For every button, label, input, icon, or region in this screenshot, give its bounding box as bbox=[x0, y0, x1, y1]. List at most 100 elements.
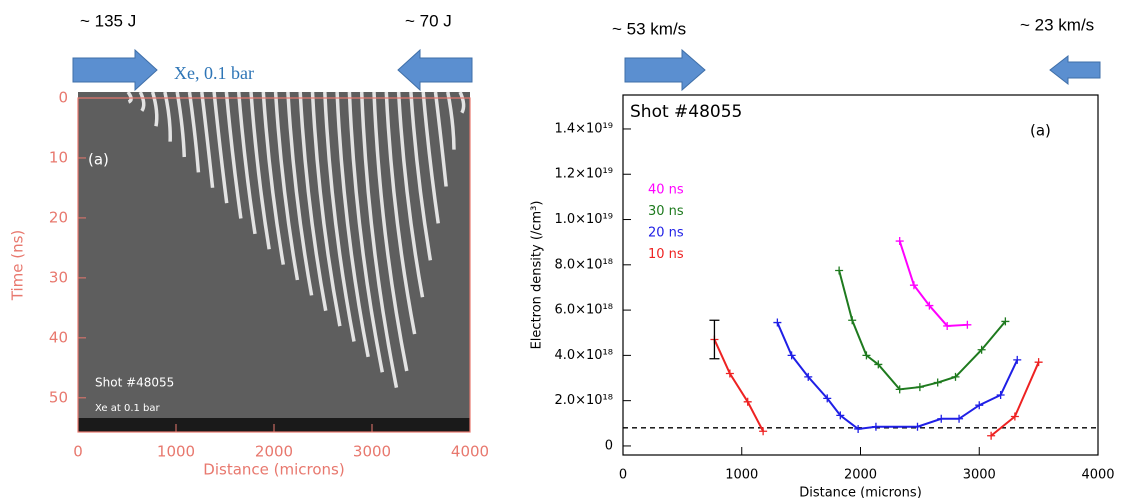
error-bar bbox=[709, 319, 720, 360]
point-marker bbox=[937, 414, 946, 423]
point-marker bbox=[963, 320, 972, 329]
x-tick-label: 3000 bbox=[353, 443, 391, 461]
point-marker bbox=[951, 372, 960, 381]
fringe bbox=[273, 91, 300, 281]
fringe bbox=[347, 91, 385, 373]
fringe bbox=[200, 91, 215, 188]
legend-entry: 40 ns bbox=[648, 183, 684, 198]
point-marker bbox=[996, 391, 1005, 399]
point-marker bbox=[915, 383, 924, 392]
fringe bbox=[433, 91, 448, 187]
y-tick-label: 0 bbox=[58, 89, 68, 107]
point-marker bbox=[943, 321, 952, 330]
x-tick-label: 3000 bbox=[963, 468, 996, 483]
legend-entry: 20 ns bbox=[648, 226, 684, 241]
plot-frame bbox=[622, 94, 1099, 456]
fringe bbox=[187, 91, 201, 173]
arrow bbox=[72, 48, 158, 92]
fringe bbox=[261, 91, 286, 265]
fringe bbox=[298, 91, 328, 312]
series-line bbox=[838, 270, 1007, 391]
point-marker bbox=[925, 301, 934, 310]
fringe bbox=[236, 91, 257, 235]
point-marker bbox=[725, 369, 734, 378]
y-tick-label: 50 bbox=[49, 388, 68, 406]
point-marker bbox=[743, 397, 752, 406]
fringe bbox=[212, 91, 229, 204]
point-marker bbox=[854, 424, 863, 433]
fringe bbox=[249, 91, 271, 250]
fringe bbox=[323, 91, 356, 342]
annotation: Shot #48055 bbox=[95, 376, 174, 390]
fringe bbox=[163, 91, 172, 142]
point-marker bbox=[909, 281, 918, 290]
point-marker bbox=[987, 431, 996, 440]
arrow bbox=[624, 48, 706, 92]
fringe bbox=[138, 91, 146, 112]
y-tick-label: 1.2×10¹⁹ bbox=[554, 167, 613, 182]
y-tick-label: 2.0×10¹⁸ bbox=[554, 393, 613, 408]
legend-entry: 30 ns bbox=[648, 204, 684, 219]
legend-entry: 10 ns bbox=[648, 247, 684, 262]
point-marker bbox=[804, 372, 813, 381]
annotation: ~ 23 km/s bbox=[1020, 15, 1094, 34]
x-axis-label: Distance (microns) bbox=[203, 461, 344, 479]
fringe bbox=[224, 91, 243, 219]
fringe bbox=[286, 91, 314, 296]
point-marker bbox=[913, 422, 922, 431]
x-tick-label: 0 bbox=[73, 443, 83, 461]
point-marker bbox=[955, 414, 964, 423]
point-marker bbox=[773, 318, 782, 327]
arrow bbox=[397, 48, 473, 92]
point-marker bbox=[836, 411, 845, 420]
x-tick-label: 1000 bbox=[157, 443, 195, 461]
point-marker bbox=[977, 345, 986, 354]
point-marker bbox=[895, 385, 904, 394]
y-tick-label: 0 bbox=[605, 438, 613, 453]
annotation: (a) bbox=[1030, 122, 1051, 140]
y-tick-label: 8.0×10¹⁸ bbox=[554, 257, 613, 272]
point-marker bbox=[1001, 317, 1010, 326]
point-marker bbox=[848, 316, 857, 325]
y-axis-label: Electron density (/cm³) bbox=[530, 201, 545, 350]
y-axis-label: Time (ns) bbox=[9, 230, 27, 302]
series-line bbox=[713, 339, 1040, 437]
x-tick-label: 0 bbox=[619, 468, 627, 483]
y-tick-label: 6.0×10¹⁸ bbox=[554, 303, 613, 318]
fringe bbox=[150, 91, 159, 127]
fringe bbox=[421, 91, 440, 224]
fringe bbox=[335, 91, 370, 358]
series-line bbox=[776, 322, 1019, 431]
series-line bbox=[898, 240, 968, 327]
annotation: Shot #48055 bbox=[630, 102, 742, 122]
annotation: ~ 135 J bbox=[80, 11, 136, 30]
x-tick-label: 4000 bbox=[1081, 468, 1114, 483]
x-tick-label: 2000 bbox=[844, 468, 877, 483]
x-axis-label: Distance (microns) bbox=[799, 486, 922, 498]
point-marker bbox=[1034, 358, 1043, 367]
point-marker bbox=[975, 401, 984, 410]
y-tick-label: 30 bbox=[49, 268, 68, 286]
fringe bbox=[409, 91, 433, 261]
arrow bbox=[1049, 54, 1101, 86]
fringe bbox=[359, 91, 399, 388]
point-marker bbox=[823, 394, 832, 403]
interferogram bbox=[78, 92, 470, 432]
point-marker bbox=[1010, 412, 1019, 421]
point-marker bbox=[874, 360, 883, 369]
annotation: ~ 70 J bbox=[405, 11, 452, 30]
point-marker bbox=[871, 422, 880, 431]
chart-title: Xe, 0.1 bar bbox=[174, 63, 254, 83]
point-marker bbox=[787, 351, 796, 360]
point-marker bbox=[835, 266, 844, 275]
point-marker bbox=[895, 237, 904, 246]
y-tick-label: 4.0×10¹⁸ bbox=[554, 348, 613, 363]
y-tick-label: 10 bbox=[49, 148, 68, 166]
y-tick-label: 20 bbox=[49, 208, 68, 226]
annotation: Xe at 0.1 bar bbox=[95, 403, 161, 414]
x-tick-label: 4000 bbox=[451, 443, 489, 461]
y-tick-label: 40 bbox=[49, 328, 68, 346]
point-marker bbox=[759, 427, 768, 436]
point-marker bbox=[862, 351, 871, 360]
